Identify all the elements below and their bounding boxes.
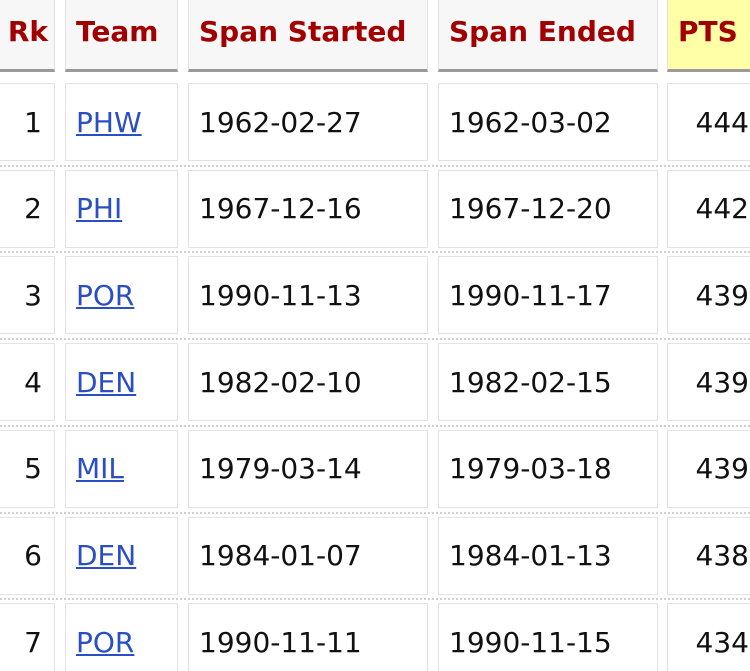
row-separator [0, 511, 750, 514]
cell-text: 1990-11-11 [199, 625, 362, 659]
cell-text: 5 [24, 452, 42, 486]
column-header[interactable]: Rk [0, 0, 55, 72]
team-link[interactable]: MIL [76, 452, 125, 486]
cell-text: 439 [695, 365, 749, 399]
table-cell: 1962-03-02 [438, 83, 658, 161]
table-cell: 439 [667, 256, 750, 335]
table-cell: 439 [667, 429, 750, 508]
cell-text: 1984-01-07 [199, 539, 362, 572]
cell-text: 6 [24, 539, 42, 572]
table-cell: 439 [667, 343, 750, 422]
cell-text: 1967-12-16 [199, 192, 362, 226]
team-link[interactable]: DEN [76, 365, 137, 399]
row-separator [0, 338, 750, 341]
table-cell: 1967-12-16 [188, 169, 428, 248]
table-cell: 1982-02-15 [438, 343, 658, 422]
table-cell: 5 [0, 429, 55, 508]
cell-text: 1990-11-17 [449, 278, 612, 312]
table-cell: 444 [667, 83, 750, 161]
cell-text: 439 [695, 278, 749, 312]
column-header[interactable]: Span Ended [438, 0, 658, 72]
table-cell: DEN [65, 516, 178, 595]
table-cell: 442 [667, 169, 750, 248]
cell-text: 1967-12-20 [449, 192, 612, 226]
table-cell: 1979-03-14 [188, 429, 428, 508]
table-cell: 1984-01-13 [438, 516, 658, 595]
cell-text: 1984-01-13 [449, 539, 612, 572]
table-cell: PHI [65, 169, 178, 248]
cell-text: 1979-03-14 [199, 452, 362, 486]
team-link[interactable]: POR [76, 278, 135, 312]
table-cell: DEN [65, 343, 178, 422]
column-header[interactable]: Span Started [188, 0, 428, 72]
cell-text: 1962-02-27 [199, 105, 362, 139]
table-cell: 1990-11-17 [438, 256, 658, 335]
table-cell: 6 [0, 516, 55, 595]
cell-text: 1990-11-13 [199, 278, 362, 312]
cell-text: 1962-03-02 [449, 105, 612, 139]
table-cell: 1990-11-15 [438, 603, 658, 671]
table-cell: 1967-12-20 [438, 169, 658, 248]
table-cell: 438 [667, 516, 750, 595]
table-cell: 1984-01-07 [188, 516, 428, 595]
cell-text: 1979-03-18 [449, 452, 612, 486]
column-header[interactable]: Team [65, 0, 178, 72]
table-cell: 1982-02-10 [188, 343, 428, 422]
table-cell: 434 [667, 603, 750, 671]
column-header[interactable]: PTS [667, 0, 750, 72]
row-separator [0, 598, 750, 601]
table-cell: 3 [0, 256, 55, 335]
table-cell: 4 [0, 343, 55, 422]
table-cell: 1990-11-11 [188, 603, 428, 671]
table-cell: 1979-03-18 [438, 429, 658, 508]
table-cell: POR [65, 603, 178, 671]
row-separator [0, 424, 750, 427]
table-cell: 1962-02-27 [188, 83, 428, 161]
table-cell: POR [65, 256, 178, 335]
team-link[interactable]: PHI [76, 192, 123, 226]
cell-text: 3 [24, 278, 42, 312]
table-cell: 2 [0, 169, 55, 248]
table-cell: 1 [0, 83, 55, 161]
table-cell: PHW [65, 83, 178, 161]
table-cell: MIL [65, 429, 178, 508]
table-cell: 7 [0, 603, 55, 671]
table-cell: 1990-11-13 [188, 256, 428, 335]
cell-text: 1982-02-10 [199, 365, 362, 399]
cell-text: 438 [695, 539, 749, 572]
row-separator [0, 251, 750, 254]
team-link[interactable]: DEN [76, 539, 137, 572]
cell-text: 4 [24, 365, 42, 399]
team-link[interactable]: PHW [76, 105, 142, 139]
row-separator [0, 164, 750, 167]
cell-text: 439 [695, 452, 749, 486]
cell-text: 434 [695, 625, 749, 659]
cell-text: 442 [695, 192, 749, 226]
cell-text: 1982-02-15 [449, 365, 612, 399]
cell-text: 2 [24, 192, 42, 226]
cell-text: 444 [695, 105, 749, 139]
cell-text: 1990-11-15 [449, 625, 612, 659]
team-link[interactable]: POR [76, 625, 135, 659]
cell-text: 7 [24, 625, 42, 659]
cell-text: 1 [24, 105, 42, 139]
